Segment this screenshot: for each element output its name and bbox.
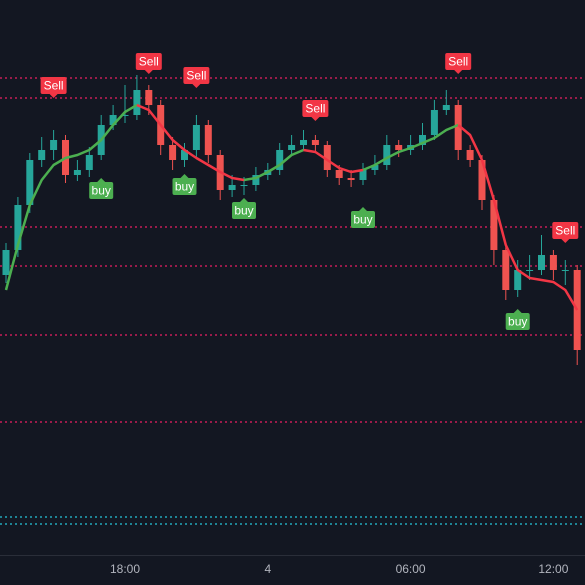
candle-body [383, 145, 391, 165]
sell-arrow [49, 94, 58, 98]
candle-body [323, 145, 331, 170]
buy-label: buy [234, 204, 253, 218]
buy-marker [505, 313, 530, 330]
x-tick-label: 06:00 [396, 562, 426, 576]
candle-body [145, 90, 153, 105]
ma-line [303, 148, 364, 174]
candle-body [109, 115, 117, 125]
candle-body [359, 170, 367, 180]
buy-arrow [240, 198, 248, 202]
sell-label: Sell [448, 55, 468, 69]
candle-body [300, 140, 307, 145]
sell-label: Sell [555, 224, 575, 238]
candle-body [490, 200, 498, 250]
candle-body [121, 115, 129, 116]
candle-body [335, 170, 343, 178]
x-tick-label: 18:00 [110, 562, 140, 576]
ma-line [243, 148, 304, 182]
candle-body [204, 125, 212, 155]
buy-arrow [180, 174, 189, 178]
candle-body [311, 140, 319, 145]
sell-label: Sell [44, 79, 64, 93]
sell-marker [302, 100, 329, 117]
candle-body [371, 165, 379, 170]
buy-label: buy [175, 180, 194, 194]
sell-arrow [561, 239, 570, 243]
buy-label: buy [92, 184, 111, 198]
sell-arrow [192, 84, 201, 88]
sell-marker [552, 222, 579, 239]
candle-body [288, 145, 296, 150]
candle-body [347, 178, 355, 180]
candle-body [538, 255, 545, 270]
candle-body [502, 250, 510, 290]
candle-body [192, 125, 200, 150]
candle-body [38, 150, 46, 160]
sell-marker [40, 77, 67, 94]
sell-arrow [454, 70, 463, 74]
candle-body [430, 110, 438, 135]
buy-label: buy [353, 213, 372, 227]
candle-body [419, 135, 426, 145]
buy-label: buy [508, 315, 527, 329]
sell-label: Sell [139, 55, 159, 69]
candle-body [478, 160, 486, 200]
candle-body [454, 105, 462, 150]
sell-arrow [311, 117, 320, 121]
ma-line [457, 124, 579, 311]
buy-marker [351, 211, 375, 228]
candle-body [133, 90, 141, 115]
sell-label: Sell [305, 102, 325, 116]
sell-arrow [144, 70, 153, 74]
candle-body [181, 150, 188, 160]
candle-body [252, 175, 260, 185]
buy-arrow [97, 178, 106, 182]
sell-marker [445, 53, 472, 70]
candle-body [26, 160, 34, 205]
candle-body [466, 150, 474, 160]
candle-body [85, 155, 93, 170]
buy-marker [172, 178, 197, 195]
sell-marker [183, 67, 210, 84]
candle-body [50, 140, 58, 150]
buy-marker [232, 202, 256, 219]
candle-body [228, 185, 236, 190]
candle-body [73, 170, 81, 175]
ma-line [4, 103, 138, 291]
candle-body [240, 185, 248, 186]
sell-marker [135, 53, 162, 70]
candle-body [442, 105, 450, 110]
candle-body [514, 270, 522, 290]
candle-body [14, 205, 22, 250]
x-tick-label: 12:00 [538, 562, 568, 576]
x-tick-label: 4 [264, 562, 271, 576]
candle-body [561, 270, 569, 271]
candle-body [276, 150, 284, 170]
candle-body [395, 145, 403, 150]
candle-body [549, 255, 557, 270]
buy-arrow [359, 207, 367, 211]
buy-marker [89, 182, 114, 199]
candle-body [526, 270, 534, 271]
buy-arrow [513, 309, 522, 313]
ma-line [362, 123, 459, 172]
candle-body [2, 250, 10, 275]
candle-body [169, 145, 177, 160]
ma-line [136, 103, 245, 182]
sell-label: Sell [186, 69, 206, 83]
